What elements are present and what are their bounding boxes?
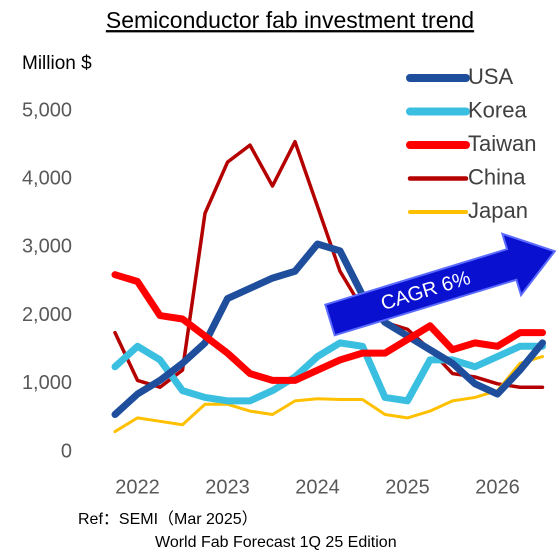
source-ref: Ref：SEMI（Mar 2025）: [78, 510, 258, 528]
line-series: [111, 271, 546, 384]
y-tick-label: 0: [61, 440, 72, 462]
y-axis-label: Million $: [22, 53, 92, 74]
legend-label: Taiwan: [468, 131, 536, 156]
y-tick-label: 2,000: [22, 304, 72, 326]
line-series: [111, 339, 546, 405]
y-tick-label: 3,000: [22, 236, 72, 258]
x-tick-label: 2024: [295, 476, 340, 498]
x-tick-label: 2022: [115, 476, 160, 498]
y-tick-label: 1,000: [22, 372, 72, 394]
legend-label: China: [468, 164, 526, 189]
line-series: [111, 240, 546, 418]
y-tick-label: 5,000: [22, 99, 72, 121]
x-tick-label: 2023: [205, 476, 250, 498]
chart-title: Semiconductor fab investment trend: [106, 7, 474, 33]
legend-label: Korea: [468, 97, 527, 122]
plot-area: 0 1,000 2,000 3,000 4,000 5,000 2022 2023 2024 20…: [22, 99, 546, 498]
legend-label: Japan: [468, 198, 528, 223]
x-tick-label: 2025: [385, 476, 430, 498]
source-edition: World Fab Forecast 1Q 25 Edition: [155, 534, 397, 551]
legend: USA Korea Taiwan China Japan: [406, 64, 536, 223]
y-tick-label: 4,000: [22, 167, 72, 189]
arrow-shape: [324, 232, 557, 337]
line-series: [113, 355, 544, 434]
x-tick-label: 2026: [475, 476, 520, 498]
legend-label: USA: [468, 64, 514, 89]
